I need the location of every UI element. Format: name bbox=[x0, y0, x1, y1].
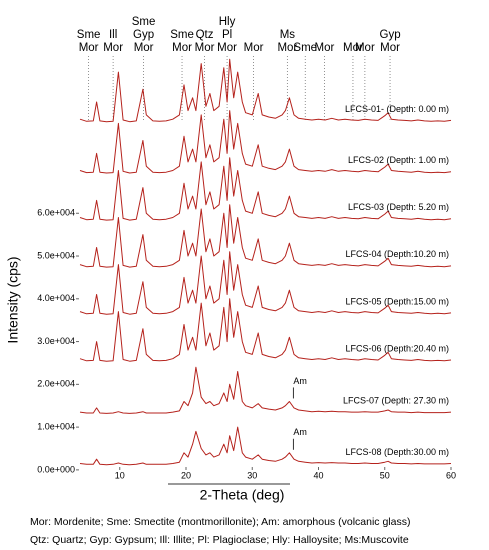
trace-label: LFCS-07 (Depth: 27.30 m) bbox=[343, 396, 449, 406]
y-tick-label: 2.0e+004 bbox=[37, 379, 75, 389]
trace bbox=[79, 157, 452, 221]
y-tick-label: 4.0e+004 bbox=[37, 293, 75, 303]
x-tick-label: 40 bbox=[313, 470, 323, 480]
peak-label: Mor bbox=[134, 42, 154, 54]
annotation: Am bbox=[293, 427, 307, 437]
y-tick-label: 0.0e+000 bbox=[37, 464, 75, 474]
peak-label: Pl bbox=[222, 29, 232, 41]
trace bbox=[79, 204, 452, 268]
peak-label: Mor bbox=[217, 42, 237, 54]
peak-label: Sme bbox=[170, 29, 194, 41]
y-tick-label: 5.0e+004 bbox=[37, 250, 75, 260]
trace-label: LFCS-05 (Depth:15.00 m) bbox=[345, 296, 449, 306]
y-tick-label: 3.0e+004 bbox=[37, 336, 75, 346]
trace-label: LFCS-01- (Depth: 0.00 m) bbox=[345, 104, 449, 114]
peak-label: Mor bbox=[355, 42, 375, 54]
y-axis-title: Intensity (cps) bbox=[5, 256, 21, 343]
x-tick-label: 30 bbox=[247, 470, 257, 480]
peak-label: Gyp bbox=[380, 29, 401, 41]
trace-label: LFCS-02 (Depth: 1.00 m) bbox=[348, 155, 449, 165]
peak-label: Ms bbox=[280, 29, 296, 41]
x-tick-label: 20 bbox=[181, 470, 191, 480]
y-tick-label: 6.0e+004 bbox=[37, 208, 75, 218]
peak-label: Mor bbox=[195, 42, 215, 54]
peak-label: Sme bbox=[132, 16, 156, 28]
peak-label: Mor bbox=[343, 42, 363, 54]
peak-label: Sme bbox=[77, 29, 101, 41]
trace-label: LFCS-06 (Depth:20.40 m) bbox=[345, 343, 449, 353]
x-tick-label: 50 bbox=[380, 470, 390, 480]
trace bbox=[79, 58, 452, 123]
trace bbox=[79, 426, 452, 466]
x-axis-title: 2-Theta (deg) bbox=[200, 487, 285, 503]
peak-label: Mor bbox=[103, 42, 123, 54]
trace bbox=[79, 110, 452, 174]
peak-label: Mor bbox=[315, 42, 335, 54]
peak-label: Gyp bbox=[133, 29, 154, 41]
y-tick-label: 1.0e+004 bbox=[37, 421, 75, 431]
peak-label: Hly bbox=[219, 16, 236, 28]
trace-label: LFCS-04 (Depth:10.20 m) bbox=[345, 249, 449, 259]
peak-label: Qtz bbox=[196, 29, 214, 41]
x-tick-label: 60 bbox=[446, 470, 456, 480]
trace-label: LFCS-08 (Depth:30.00 m) bbox=[345, 447, 449, 457]
trace bbox=[79, 366, 452, 414]
peak-label: Mor bbox=[277, 42, 297, 54]
peak-label: Ill bbox=[109, 29, 117, 41]
x-tick-label: 10 bbox=[115, 470, 125, 480]
trace-label: LFCS-03 (Depth: 5.20 m) bbox=[348, 202, 449, 212]
peak-label: Mor bbox=[172, 42, 192, 54]
annotation: Am bbox=[293, 376, 307, 386]
trace bbox=[79, 298, 452, 362]
peak-label: Mor bbox=[244, 42, 264, 54]
note: Mor: Mordenite; Sme: Smectite (montmoril… bbox=[30, 516, 410, 528]
peak-label: Sme bbox=[293, 42, 317, 54]
peak-label: Mor bbox=[380, 42, 400, 54]
trace bbox=[79, 251, 452, 315]
peak-label: Mor bbox=[79, 42, 99, 54]
note: Qtz: Quartz; Gyp: Gypsum; Ill: Illite; P… bbox=[30, 534, 409, 546]
